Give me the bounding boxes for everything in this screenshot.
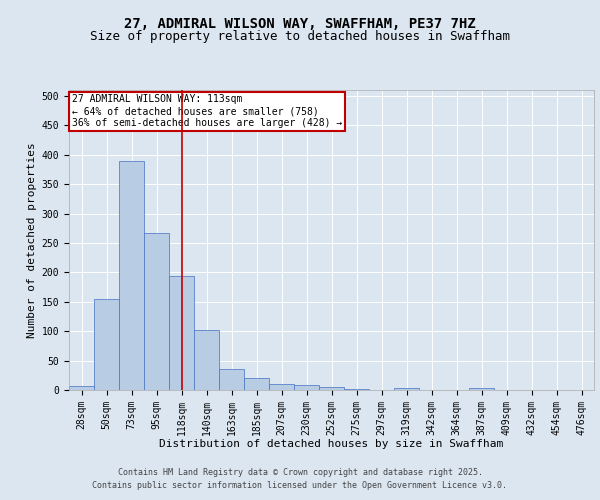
Bar [469,388,494,390]
Bar [269,384,294,390]
Y-axis label: Number of detached properties: Number of detached properties [28,142,37,338]
Bar [194,330,219,390]
X-axis label: Distribution of detached houses by size in Swaffham: Distribution of detached houses by size … [160,439,503,449]
Bar [244,378,269,390]
Bar [144,233,169,390]
Bar [94,299,119,390]
Text: 27, ADMIRAL WILSON WAY, SWAFFHAM, PE37 7HZ: 27, ADMIRAL WILSON WAY, SWAFFHAM, PE37 7… [124,18,476,32]
Text: 27 ADMIRAL WILSON WAY: 113sqm
← 64% of detached houses are smaller (758)
36% of : 27 ADMIRAL WILSON WAY: 113sqm ← 64% of d… [71,94,342,128]
Bar [294,386,319,390]
Bar [119,160,144,390]
Bar [69,386,94,390]
Bar [169,276,194,390]
Text: Size of property relative to detached houses in Swaffham: Size of property relative to detached ho… [90,30,510,43]
Bar [394,388,419,390]
Text: Contains public sector information licensed under the Open Government Licence v3: Contains public sector information licen… [92,480,508,490]
Bar [219,370,244,390]
Bar [319,387,344,390]
Text: Contains HM Land Registry data © Crown copyright and database right 2025.: Contains HM Land Registry data © Crown c… [118,468,482,477]
